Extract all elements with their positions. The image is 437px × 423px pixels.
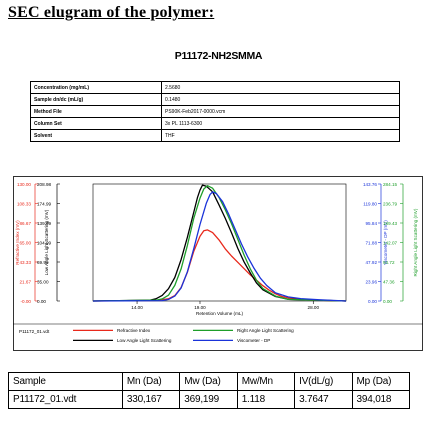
results-header-cell: Mw/Mn — [236, 372, 296, 391]
y-tick-label: 189.43 — [383, 221, 397, 226]
info-label: Concentration (mg/mL) — [30, 81, 162, 94]
info-value: THF — [161, 129, 400, 142]
results-cell: 3.7647 — [294, 390, 353, 409]
y-tick-label: 0.00 — [368, 299, 377, 304]
results-cell: 330,167 — [121, 390, 181, 409]
y-axis-label: Right Angle Light Scattering (mV) — [413, 208, 418, 276]
y-tick-label: 174.99 — [37, 201, 51, 206]
y-tick-label: 236.79 — [383, 201, 397, 206]
results-header-cell: Sample — [8, 372, 123, 391]
y-tick-label: 35.00 — [37, 279, 49, 284]
info-row: Solvent THF — [30, 129, 400, 142]
sample-title: P11172-NH2SMMA — [174, 50, 263, 62]
y-axis-label: Low Angle Light Scattering (mV) — [44, 209, 49, 275]
y-tick-label: 104.99 — [37, 240, 51, 245]
y-tick-label: 86.67 — [20, 221, 32, 226]
y-tick-label: 23.96 — [366, 279, 378, 284]
series-line-right-angle-light-scattering — [92, 185, 347, 302]
legend-label: Viscometer - DP — [237, 338, 270, 343]
info-value: 2.5680 — [161, 81, 400, 94]
y-tick-label: 71.88 — [366, 240, 378, 245]
sec-elugram-chart: 130.00 108.33 86.67 65.00 43.33 21.67 -0.00 Ref… — [13, 176, 423, 351]
x-tick-label: 28.00 — [308, 305, 320, 310]
y-tick-label: 0.00 — [383, 299, 392, 304]
info-row: Sample dn/dc (mL/g) 0.1480 — [30, 93, 400, 106]
series-line-viscometer-dp — [92, 191, 347, 302]
info-value: PS90K-Feb2017-0000.vcm — [161, 105, 400, 118]
info-label: Column Set — [30, 117, 162, 130]
info-label: Method File — [30, 105, 162, 118]
y-tick-label: 95.84 — [366, 221, 378, 226]
y-tick-label: 208.98 — [37, 182, 51, 187]
x-tick-label: 14.00 — [131, 305, 143, 310]
y-tick-label: 65.00 — [20, 240, 32, 245]
plot-area — [92, 183, 347, 302]
y-axis-label: Viscometer - DP (mV) — [383, 220, 388, 265]
series-line-low-angle-light-scattering — [92, 184, 347, 302]
y-tick-label: -0.00 — [21, 299, 32, 304]
y-tick-label: 139.99 — [37, 221, 51, 226]
info-value: 0.1480 — [161, 93, 400, 106]
legend-label: Right Angle Light Scattering — [237, 328, 294, 333]
results-data-row: P11172_01.vdt 330,167 369,199 1.118 3.76… — [8, 390, 411, 409]
legend-file: P11172_01.vdt — [19, 329, 50, 334]
page-heading: SEC elugram of the polymer: — [8, 4, 215, 21]
info-row: Method File PS90K-Feb2017-0000.vcm — [30, 105, 400, 118]
y-tick-label: 47.92 — [366, 260, 378, 265]
y-tick-label: 94.72 — [383, 260, 395, 265]
results-cell: P11172_01.vdt — [8, 390, 123, 409]
results-cell: 1.118 — [236, 390, 296, 409]
results-cell: 369,199 — [179, 390, 238, 409]
y-tick-label: 142.07 — [383, 240, 397, 245]
y-tick-label: 130.00 — [17, 182, 31, 187]
y-tick-label: 143.76 — [363, 182, 377, 187]
y-axis-label: Refractive Index (mV) — [15, 220, 20, 265]
results-header-cell: IV(dL/g) — [294, 372, 353, 391]
results-header-row: Sample Mn (Da) Mw (Da) Mw/Mn IV(dL/g) Mp… — [8, 372, 411, 391]
y-tick-label: 47.36 — [383, 279, 395, 284]
info-label: Sample dn/dc (mL/g) — [30, 93, 162, 106]
chart-frame — [13, 176, 423, 351]
y-tick-label: 21.67 — [20, 279, 32, 284]
legend-label: Low Angle Light Scattering — [117, 338, 172, 343]
info-value: 3x PL 1113-6300 — [161, 117, 400, 130]
series-line-refractive-index — [92, 229, 347, 302]
y-tick-label: 284.15 — [383, 182, 397, 187]
results-header-cell: Mn (Da) — [121, 372, 181, 391]
results-header-cell: Mw (Da) — [179, 372, 238, 391]
x-tick-label: 19.00 — [194, 305, 206, 310]
results-cell: 394,018 — [351, 390, 411, 409]
info-row: Concentration (mg/mL) 2.5680 — [30, 81, 400, 94]
info-table: Concentration (mg/mL) 2.5680 Sample dn/d… — [30, 81, 400, 142]
y-tick-label: 0.00 — [37, 299, 46, 304]
y-tick-label: 43.33 — [20, 260, 32, 265]
y-tick-label: 108.33 — [17, 201, 31, 206]
x-axis-label: Retention Volume (mL) — [196, 311, 243, 316]
results-table: Sample Mn (Da) Mw (Da) Mw/Mn IV(dL/g) Mp… — [8, 372, 411, 409]
legend-label: Refractive Index — [117, 328, 151, 333]
results-header-cell: Mp (Da) — [351, 372, 411, 391]
info-row: Column Set 3x PL 1113-6300 — [30, 117, 400, 130]
info-label: Solvent — [30, 129, 162, 142]
y-tick-label: 119.80 — [363, 201, 377, 206]
y-tick-label: 69.99 — [37, 260, 49, 265]
